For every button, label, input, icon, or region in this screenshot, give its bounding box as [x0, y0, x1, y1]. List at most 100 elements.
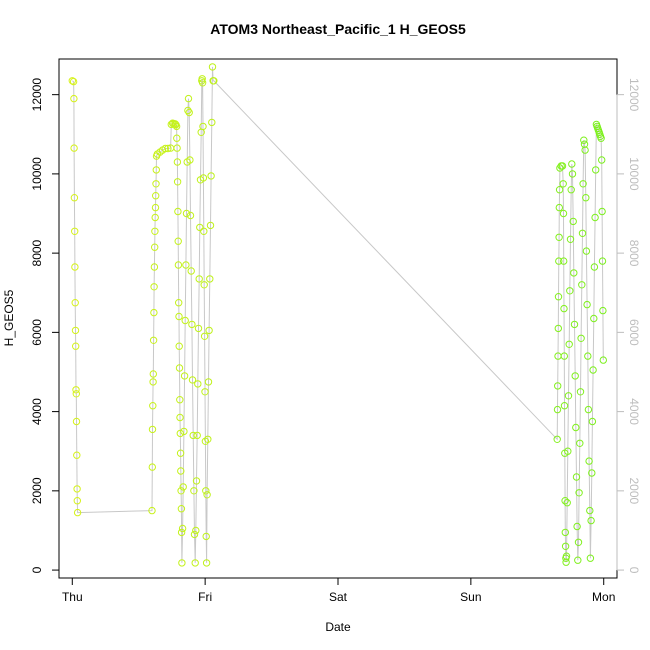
data-point	[161, 144, 170, 153]
data-point	[174, 261, 183, 269]
data-point	[555, 186, 564, 194]
series-points	[68, 63, 607, 567]
data-point	[192, 526, 200, 535]
data-point	[151, 227, 159, 236]
data-point	[555, 203, 563, 212]
data-point	[559, 180, 567, 188]
x-axis: Thu Fri Sat Sun Mon	[62, 577, 615, 604]
data-point	[173, 144, 181, 152]
data-point	[560, 257, 568, 265]
data-point	[200, 332, 209, 340]
y-tick-label-right: 12000	[627, 78, 641, 112]
data-point	[201, 437, 210, 445]
data-point	[572, 423, 580, 432]
data-point	[195, 275, 203, 283]
data-point	[558, 162, 567, 170]
data-point	[73, 508, 82, 517]
data-point	[192, 477, 201, 485]
data-point	[210, 77, 218, 85]
y-tick-label-right: 6000	[627, 319, 641, 346]
data-point	[581, 146, 589, 154]
data-point	[72, 386, 80, 394]
data-point	[598, 156, 606, 164]
data-point	[189, 431, 197, 440]
data-point	[564, 447, 572, 455]
data-point	[164, 144, 172, 153]
y-tick-label-left: 2000	[30, 477, 44, 504]
data-point	[72, 390, 81, 398]
data-point	[70, 194, 79, 202]
data-point	[187, 267, 195, 275]
y-tick-label-left: 8000	[30, 239, 44, 266]
data-point	[188, 320, 196, 329]
series-line	[72, 66, 604, 563]
data-point	[582, 194, 590, 202]
plot-frame	[58, 58, 618, 579]
data-point	[588, 417, 597, 426]
data-point	[574, 556, 582, 564]
data-point	[177, 487, 185, 495]
data-point	[590, 263, 599, 271]
x-axis-label: Date	[325, 620, 351, 634]
data-point	[583, 300, 591, 309]
data-point	[69, 77, 78, 86]
data-point	[578, 281, 586, 289]
data-point	[173, 178, 182, 186]
data-point	[568, 160, 576, 168]
data-point	[72, 342, 80, 350]
data-point	[70, 144, 78, 152]
y-tick-label-left: 12000	[30, 78, 44, 112]
data-point	[587, 516, 595, 525]
data-point	[194, 380, 202, 388]
data-point	[150, 283, 158, 291]
data-point	[202, 559, 211, 567]
data-point	[148, 463, 157, 471]
data-point	[582, 247, 591, 255]
data-point	[200, 281, 208, 289]
data-point	[174, 207, 182, 216]
data-point	[570, 320, 579, 329]
data-point	[586, 554, 595, 562]
data-point	[590, 314, 598, 323]
data-point	[151, 203, 160, 212]
data-point	[199, 122, 207, 131]
data-point	[175, 364, 184, 372]
data-point	[584, 405, 593, 414]
data-point	[573, 522, 581, 531]
data-point	[151, 243, 159, 251]
data-point	[577, 334, 585, 342]
data-point	[591, 213, 599, 222]
data-point	[186, 156, 194, 164]
data-point	[205, 326, 213, 335]
data-point	[560, 352, 568, 360]
data-point	[202, 487, 210, 495]
data-point	[152, 180, 160, 188]
data-point	[190, 530, 199, 539]
data-point	[559, 209, 568, 218]
data-point	[554, 382, 562, 390]
data-point	[73, 497, 82, 505]
data-point	[72, 417, 81, 426]
y-tick-label-right: 0	[627, 567, 641, 574]
data-point	[184, 106, 192, 115]
data-point	[177, 467, 185, 475]
data-point	[571, 372, 579, 380]
data-point	[574, 538, 583, 546]
data-point	[553, 405, 562, 414]
series-lines	[72, 66, 604, 563]
data-point	[152, 166, 161, 174]
data-point	[152, 192, 160, 200]
data-point	[198, 79, 207, 87]
data-point	[200, 227, 208, 236]
data-point	[585, 457, 593, 465]
data-point	[176, 429, 185, 438]
data-point	[199, 174, 208, 182]
data-point	[207, 172, 215, 180]
data-point	[561, 497, 569, 505]
data-point	[588, 469, 596, 477]
data-point	[570, 269, 578, 277]
data-point	[554, 293, 563, 301]
data-point	[599, 356, 607, 364]
data-point	[193, 431, 201, 440]
data-point	[598, 257, 607, 265]
